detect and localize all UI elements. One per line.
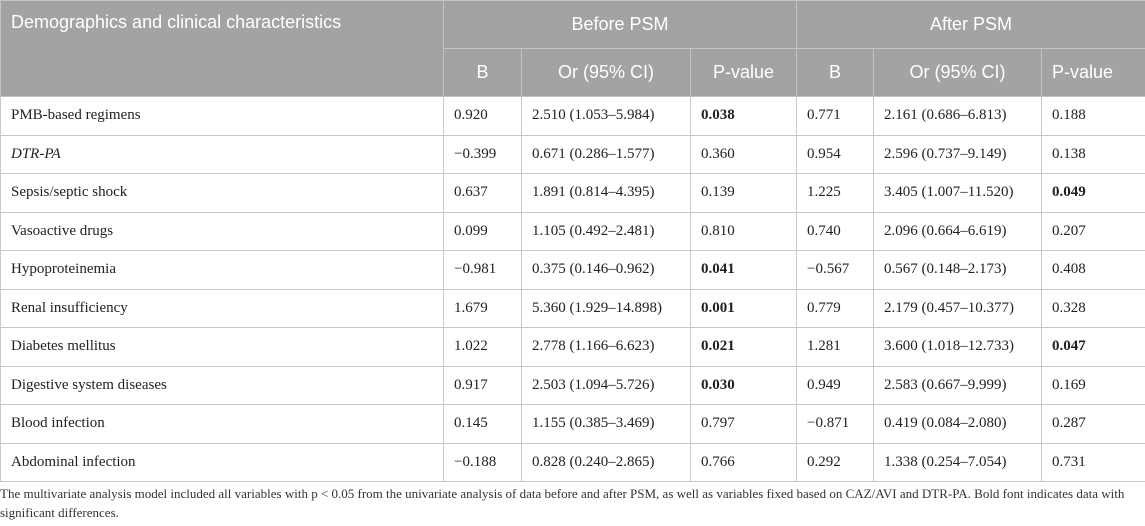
cell-or-before: 0.828 (0.240–2.865) — [521, 442, 691, 482]
cell-pvalue-after: 0.188 — [1041, 96, 1145, 136]
cell-b-after: −0.871 — [796, 404, 875, 444]
cell-pvalue-after: 0.328 — [1041, 288, 1145, 328]
cell-or-before: 2.510 (1.053–5.984) — [521, 96, 691, 136]
cell-characteristic: Diabetes mellitus — [0, 327, 444, 367]
table-row: DTR-PA −0.399 0.671 (0.286–1.577) 0.360 0.95… — [0, 134, 1145, 174]
cell-characteristic: PMB-based regimens — [0, 96, 444, 136]
header-or-before: Or (95% CI) — [521, 48, 691, 97]
cell-pvalue-before: 0.021 — [689, 327, 798, 367]
cell-b-before: 0.099 — [443, 211, 522, 251]
table-header: Demographics and clinical characteristic… — [0, 0, 1145, 97]
table-row: Diabetes mellitus 1.022 2.778 (1.166–6.623… — [0, 327, 1145, 367]
cell-or-after: 0.567 (0.148–2.173) — [873, 250, 1043, 290]
table-row: Blood infection 0.145 1.155 (0.385–3.469) 0… — [0, 404, 1145, 444]
cell-b-after: −0.567 — [796, 250, 875, 290]
cell-pvalue-after: 0.408 — [1041, 250, 1145, 290]
cell-b-before: −0.399 — [443, 134, 522, 174]
cell-or-before: 0.671 (0.286–1.577) — [521, 134, 691, 174]
cell-or-after: 2.596 (0.737–9.149) — [873, 134, 1043, 174]
cell-pvalue-after: 0.047 — [1041, 327, 1145, 367]
header-b-before: B — [443, 48, 522, 97]
cell-b-after: 0.779 — [796, 288, 875, 328]
cell-pvalue-after: 0.287 — [1041, 404, 1145, 444]
cell-characteristic: Digestive system diseases — [0, 365, 444, 405]
cell-pvalue-before: 0.360 — [689, 134, 798, 174]
cell-or-after: 0.419 (0.084–2.080) — [873, 404, 1043, 444]
cell-b-before: 0.145 — [443, 404, 522, 444]
cell-b-before: 0.637 — [443, 173, 522, 213]
cell-characteristic: DTR-PA — [0, 134, 444, 174]
cell-characteristic: Renal insufficiency — [0, 288, 444, 328]
cell-or-before: 1.155 (0.385–3.469) — [521, 404, 691, 444]
cell-pvalue-after: 0.731 — [1041, 442, 1145, 482]
table-row: Abdominal infection −0.188 0.828 (0.240–2.… — [0, 442, 1145, 482]
cell-or-after: 3.405 (1.007–11.520) — [873, 173, 1043, 213]
cell-or-after: 2.096 (0.664–6.619) — [873, 211, 1043, 251]
header-after-psm: After PSM — [796, 0, 1145, 49]
cell-pvalue-after: 0.138 — [1041, 134, 1145, 174]
header-pvalue-before: P-value — [689, 48, 798, 97]
cell-pvalue-after: 0.207 — [1041, 211, 1145, 251]
cell-pvalue-before: 0.038 — [689, 96, 798, 136]
table-row: Vasoactive drugs 0.099 1.105 (0.492–2.481)… — [0, 211, 1145, 251]
table-row: Sepsis/septic shock 0.637 1.891 (0.814–4.3… — [0, 173, 1145, 213]
cell-b-after: 0.292 — [796, 442, 875, 482]
cell-or-after: 2.583 (0.667–9.999) — [873, 365, 1043, 405]
header-characteristics: Demographics and clinical characteristic… — [0, 0, 444, 97]
cell-b-before: 1.679 — [443, 288, 522, 328]
cell-or-before: 2.503 (1.094–5.726) — [521, 365, 691, 405]
cell-b-before: 0.920 — [443, 96, 522, 136]
cell-or-before: 1.105 (0.492–2.481) — [521, 211, 691, 251]
cell-pvalue-before: 0.797 — [689, 404, 798, 444]
regression-table: Demographics and clinical characteristic… — [0, 0, 1145, 482]
cell-or-after: 2.161 (0.686–6.813) — [873, 96, 1043, 136]
header-before-psm: Before PSM — [442, 0, 798, 49]
cell-pvalue-after: 0.049 — [1041, 173, 1145, 213]
cell-or-after: 3.600 (1.018–12.733) — [873, 327, 1043, 367]
cell-b-after: 0.954 — [796, 134, 875, 174]
header-pvalue-after: P-value — [1041, 48, 1145, 97]
table-row: Digestive system diseases 0.917 2.503 (1.0… — [0, 365, 1145, 405]
cell-pvalue-before: 0.810 — [689, 211, 798, 251]
cell-or-before: 1.891 (0.814–4.395) — [521, 173, 691, 213]
cell-b-before: −0.188 — [443, 442, 522, 482]
cell-pvalue-after: 0.169 — [1041, 365, 1145, 405]
cell-pvalue-before: 0.041 — [689, 250, 798, 290]
header-b-after: B — [796, 48, 875, 97]
cell-characteristic: Abdominal infection — [0, 442, 444, 482]
table-footnote: The multivariate analysis model included… — [0, 486, 1125, 520]
table-row: Renal insufficiency 1.679 5.360 (1.929–14.… — [0, 288, 1145, 328]
table-body: PMB-based regimens 0.920 2.510 (1.053–5.98… — [0, 96, 1145, 482]
cell-or-before: 0.375 (0.146–0.962) — [521, 250, 691, 290]
cell-b-before: 1.022 — [443, 327, 522, 367]
cell-characteristic: Sepsis/septic shock — [0, 173, 444, 213]
cell-b-after: 0.740 — [796, 211, 875, 251]
table-row: Hypoproteinemia −0.981 0.375 (0.146–0.962)… — [0, 250, 1145, 290]
cell-b-after: 1.225 — [796, 173, 875, 213]
cell-characteristic: Blood infection — [0, 404, 444, 444]
cell-characteristic: Hypoproteinemia — [0, 250, 444, 290]
cell-pvalue-before: 0.001 — [689, 288, 798, 328]
header-or-after: Or (95% CI) — [873, 48, 1043, 97]
cell-b-after: 0.771 — [796, 96, 875, 136]
cell-pvalue-before: 0.139 — [689, 173, 798, 213]
cell-or-before: 2.778 (1.166–6.623) — [521, 327, 691, 367]
cell-pvalue-before: 0.030 — [689, 365, 798, 405]
table-row: PMB-based regimens 0.920 2.510 (1.053–5.98… — [0, 96, 1145, 136]
cell-or-after: 1.338 (0.254–7.054) — [873, 442, 1043, 482]
cell-b-before: 0.917 — [443, 365, 522, 405]
cell-characteristic: Vasoactive drugs — [0, 211, 444, 251]
cell-or-before: 5.360 (1.929–14.898) — [521, 288, 691, 328]
cell-or-after: 2.179 (0.457–10.377) — [873, 288, 1043, 328]
cell-b-after: 1.281 — [796, 327, 875, 367]
cell-b-after: 0.949 — [796, 365, 875, 405]
cell-b-before: −0.981 — [443, 250, 522, 290]
cell-pvalue-before: 0.766 — [689, 442, 798, 482]
